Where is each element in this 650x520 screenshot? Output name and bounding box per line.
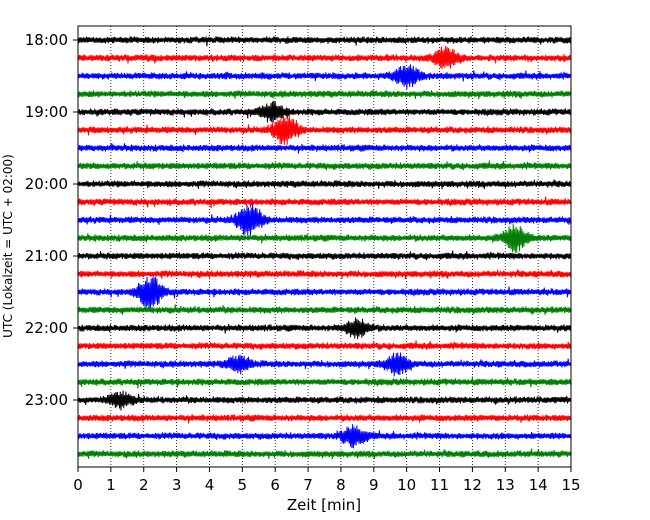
trace-group	[77, 36, 572, 460]
trace-row	[77, 143, 572, 154]
x-tick-label: 9	[369, 476, 379, 494]
y-tick-label: 22:00	[25, 319, 68, 337]
y-tick-label: 20:00	[25, 175, 68, 193]
x-tick-label: 8	[336, 476, 346, 494]
trace-row	[77, 160, 572, 171]
y-tick-label: 21:00	[25, 247, 68, 265]
trace-row	[77, 89, 572, 100]
x-tick-label: 11	[430, 476, 449, 494]
x-tick-label: 12	[463, 476, 482, 494]
trace-row	[77, 317, 572, 340]
trace-row	[77, 448, 572, 460]
y-axis-label: UTC (Lokalzeit = UTC + 02:00)	[1, 154, 15, 338]
x-tick-label: 10	[397, 476, 416, 494]
x-tick-label: 13	[496, 476, 515, 494]
trace-row	[77, 276, 572, 309]
trace-row	[77, 100, 572, 123]
trace-row	[77, 223, 572, 253]
x-tick-label: 6	[270, 476, 280, 494]
trace-row	[77, 352, 572, 377]
x-tick-label: 4	[205, 476, 215, 494]
trace-row	[77, 376, 572, 389]
trace-row	[77, 179, 572, 190]
x-tick-label: 15	[561, 476, 580, 494]
trace-row	[77, 340, 572, 351]
trace-row	[77, 413, 572, 424]
trace-row	[77, 196, 572, 209]
trace-row	[77, 64, 572, 89]
trace-row	[77, 424, 572, 449]
x-tick-label: 5	[238, 476, 248, 494]
trace-row	[77, 115, 572, 145]
y-tick-label: 19:00	[25, 103, 68, 121]
trace-row	[77, 390, 572, 411]
trace-row	[77, 269, 572, 280]
x-tick-label: 3	[172, 476, 182, 494]
trace-row	[77, 304, 572, 315]
x-tick-label: 7	[303, 476, 313, 494]
x-tick-label: 14	[529, 476, 548, 494]
x-axis-label: Zeit [min]	[287, 496, 361, 514]
x-tick-label: 0	[73, 476, 83, 494]
y-tick-label: 23:00	[25, 391, 68, 409]
y-tick-label: 18:00	[25, 31, 68, 49]
trace-row	[77, 36, 572, 47]
trace-row	[77, 250, 572, 261]
trace-row	[77, 203, 572, 237]
x-axis: 0 1 2 3 4 5 6 7 8 9 10 11 12 13 14 15	[73, 467, 581, 494]
trace-row	[77, 46, 572, 70]
x-tick-label: 2	[139, 476, 149, 494]
y-axis: 18:00 19:00 20:00 21:00 22:00 23:00	[25, 31, 78, 409]
x-tick-label: 1	[106, 476, 116, 494]
plot-frame	[77, 25, 572, 468]
